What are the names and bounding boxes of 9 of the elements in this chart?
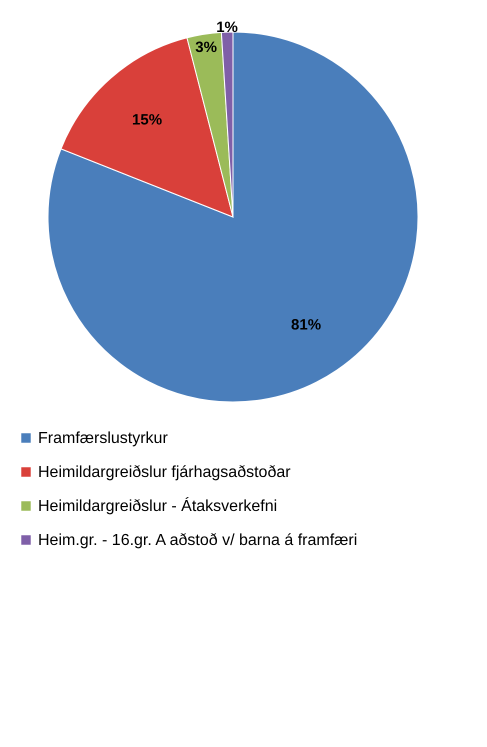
data-label: 3% [195,39,217,56]
data-label: 81% [291,316,322,334]
legend-label: Framfærslustyrkur [38,430,168,447]
data-label: 15% [132,111,162,128]
legend-label: Heim.gr. - 16.gr. A aðstoð v/ barna á framfæri [38,532,358,549]
legend-label: Heimildargreiðslur fjárhagsaðstoðar [38,464,292,481]
data-label: 1% [216,19,238,36]
pie-slice [48,32,418,402]
legend-label: Heimildargreiðslur - Átaksverkefni [38,497,278,515]
